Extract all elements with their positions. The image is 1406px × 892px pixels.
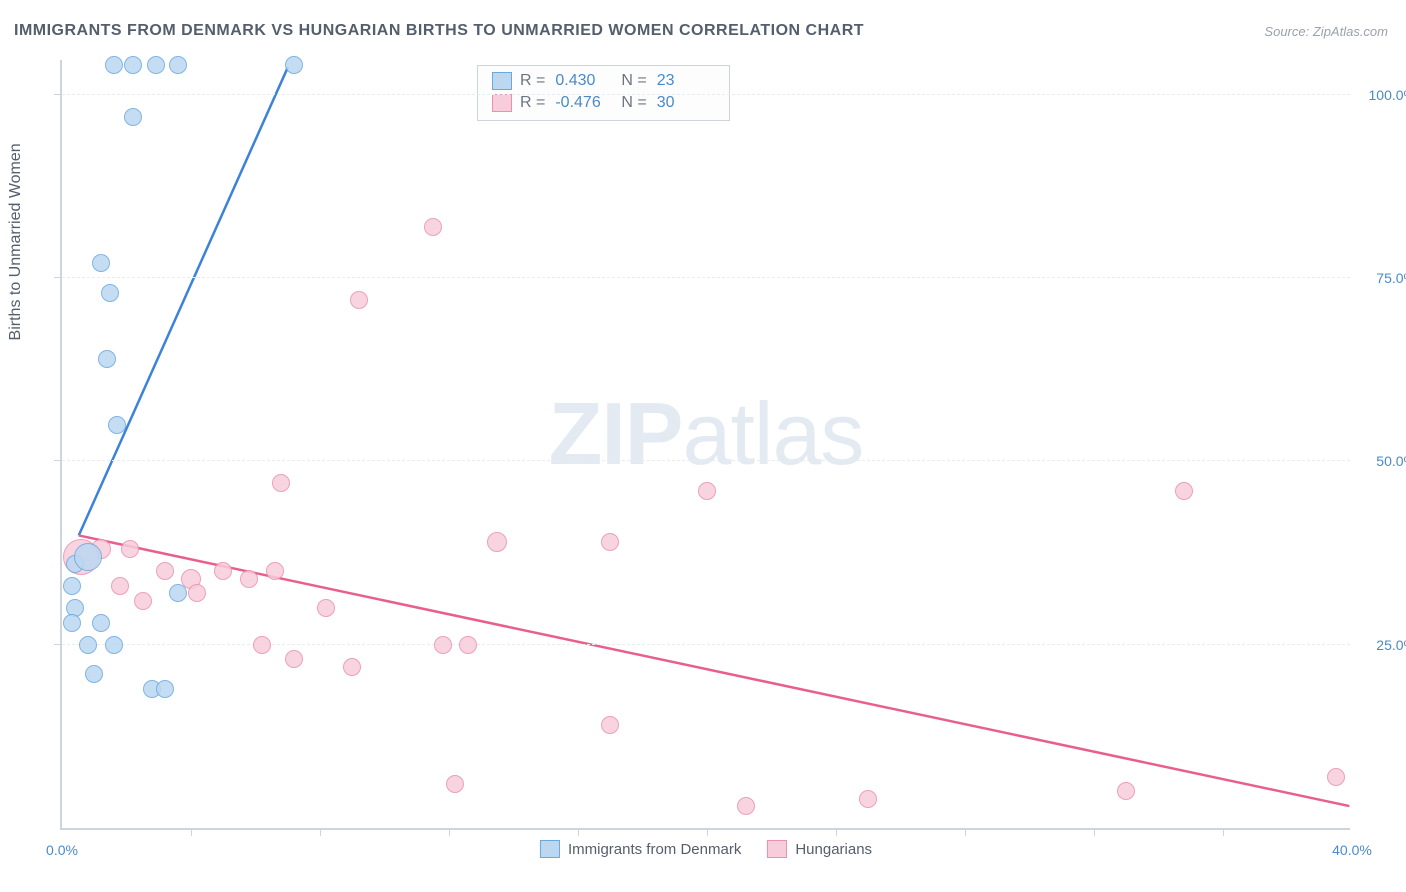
- scatter-point: [169, 584, 187, 602]
- legend-n-label-a: N =: [621, 70, 646, 92]
- y-tick-label: 100.0%: [1356, 87, 1406, 103]
- scatter-point: [134, 592, 152, 610]
- scatter-point: [101, 284, 119, 302]
- x-tick-minor: [965, 828, 966, 836]
- scatter-point: [92, 254, 110, 272]
- y-tick-label: 50.0%: [1356, 453, 1406, 469]
- legend-n-value-a: 23: [657, 70, 715, 92]
- scatter-point: [1175, 482, 1193, 500]
- scatter-point: [434, 636, 452, 654]
- scatter-point: [74, 543, 102, 571]
- scatter-point: [285, 650, 303, 668]
- bottom-legend-swatch-a: [540, 840, 560, 858]
- source-label: Source:: [1264, 24, 1309, 39]
- scatter-point: [147, 56, 165, 74]
- legend-r-value-a: 0.430: [555, 70, 613, 92]
- scatter-point: [487, 532, 507, 552]
- scatter-point: [737, 797, 755, 815]
- scatter-point: [272, 474, 290, 492]
- bottom-legend-item-a: Immigrants from Denmark: [540, 840, 741, 858]
- scatter-point: [63, 614, 81, 632]
- legend-swatch-a: [492, 72, 512, 90]
- y-axis-label: Births to Unmarried Women: [7, 143, 25, 340]
- y-tick-mark: [54, 644, 62, 645]
- y-tick-label: 25.0%: [1356, 637, 1406, 653]
- x-tick-label: 0.0%: [46, 842, 78, 858]
- x-tick-minor: [578, 828, 579, 836]
- scatter-point: [1117, 782, 1135, 800]
- y-tick-mark: [54, 277, 62, 278]
- x-tick-minor: [707, 828, 708, 836]
- x-tick-minor: [191, 828, 192, 836]
- scatter-point: [350, 291, 368, 309]
- bottom-legend-item-b: Hungarians: [767, 840, 872, 858]
- bottom-legend-swatch-b: [767, 840, 787, 858]
- scatter-point: [63, 577, 81, 595]
- legend-r-label-b: R =: [520, 92, 545, 114]
- scatter-point: [601, 533, 619, 551]
- bottom-legend-label-a: Immigrants from Denmark: [568, 841, 741, 858]
- watermark: ZIPatlas: [549, 383, 864, 485]
- source-attribution: Source: ZipAtlas.com: [1264, 24, 1388, 39]
- gridline-h: [62, 460, 1350, 461]
- scatter-point: [121, 540, 139, 558]
- scatter-point: [105, 636, 123, 654]
- scatter-point: [343, 658, 361, 676]
- y-tick-mark: [54, 94, 62, 95]
- x-tick-minor: [320, 828, 321, 836]
- scatter-point: [156, 562, 174, 580]
- x-tick-label: 40.0%: [1332, 842, 1372, 858]
- plot-area: ZIPatlas R = 0.430 N = 23 R = -0.476 N =…: [60, 60, 1350, 830]
- y-tick-mark: [54, 460, 62, 461]
- bottom-legend-label-b: Hungarians: [795, 841, 872, 858]
- legend-row-series-a: R = 0.430 N = 23: [492, 70, 715, 92]
- source-value: ZipAtlas.com: [1313, 24, 1388, 39]
- x-tick-minor: [1223, 828, 1224, 836]
- scatter-point: [240, 570, 258, 588]
- scatter-point: [424, 218, 442, 236]
- chart-title: IMMIGRANTS FROM DENMARK VS HUNGARIAN BIR…: [14, 22, 864, 40]
- gridline-h: [62, 94, 1350, 95]
- x-tick-minor: [1094, 828, 1095, 836]
- scatter-point: [169, 56, 187, 74]
- chart-container: IMMIGRANTS FROM DENMARK VS HUNGARIAN BIR…: [0, 0, 1406, 892]
- legend-r-value-b: -0.476: [555, 92, 613, 114]
- legend-r-label-a: R =: [520, 70, 545, 92]
- scatter-point: [214, 562, 232, 580]
- scatter-point: [266, 562, 284, 580]
- legend-swatch-b: [492, 94, 512, 112]
- scatter-point: [79, 636, 97, 654]
- legend-n-label-b: N =: [621, 92, 646, 114]
- scatter-point: [285, 56, 303, 74]
- scatter-point: [601, 716, 619, 734]
- y-tick-label: 75.0%: [1356, 270, 1406, 286]
- scatter-point: [698, 482, 716, 500]
- x-tick-minor: [449, 828, 450, 836]
- bottom-legend: Immigrants from Denmark Hungarians: [540, 840, 872, 858]
- gridline-h: [62, 277, 1350, 278]
- scatter-point: [98, 350, 116, 368]
- scatter-point: [124, 108, 142, 126]
- scatter-point: [111, 577, 129, 595]
- legend-row-series-b: R = -0.476 N = 30: [492, 92, 715, 114]
- scatter-point: [253, 636, 271, 654]
- scatter-point: [105, 56, 123, 74]
- scatter-point: [859, 790, 877, 808]
- watermark-rest: atlas: [683, 384, 864, 483]
- scatter-point: [124, 56, 142, 74]
- watermark-bold: ZIP: [549, 384, 683, 483]
- scatter-point: [156, 680, 174, 698]
- legend-n-value-b: 30: [657, 92, 715, 114]
- scatter-point: [85, 665, 103, 683]
- scatter-point: [188, 584, 206, 602]
- scatter-point: [1327, 768, 1345, 786]
- scatter-point: [459, 636, 477, 654]
- scatter-point: [108, 416, 126, 434]
- scatter-point: [317, 599, 335, 617]
- trend-lines-layer: [62, 60, 1350, 828]
- scatter-point: [92, 614, 110, 632]
- scatter-point: [446, 775, 464, 793]
- x-tick-minor: [836, 828, 837, 836]
